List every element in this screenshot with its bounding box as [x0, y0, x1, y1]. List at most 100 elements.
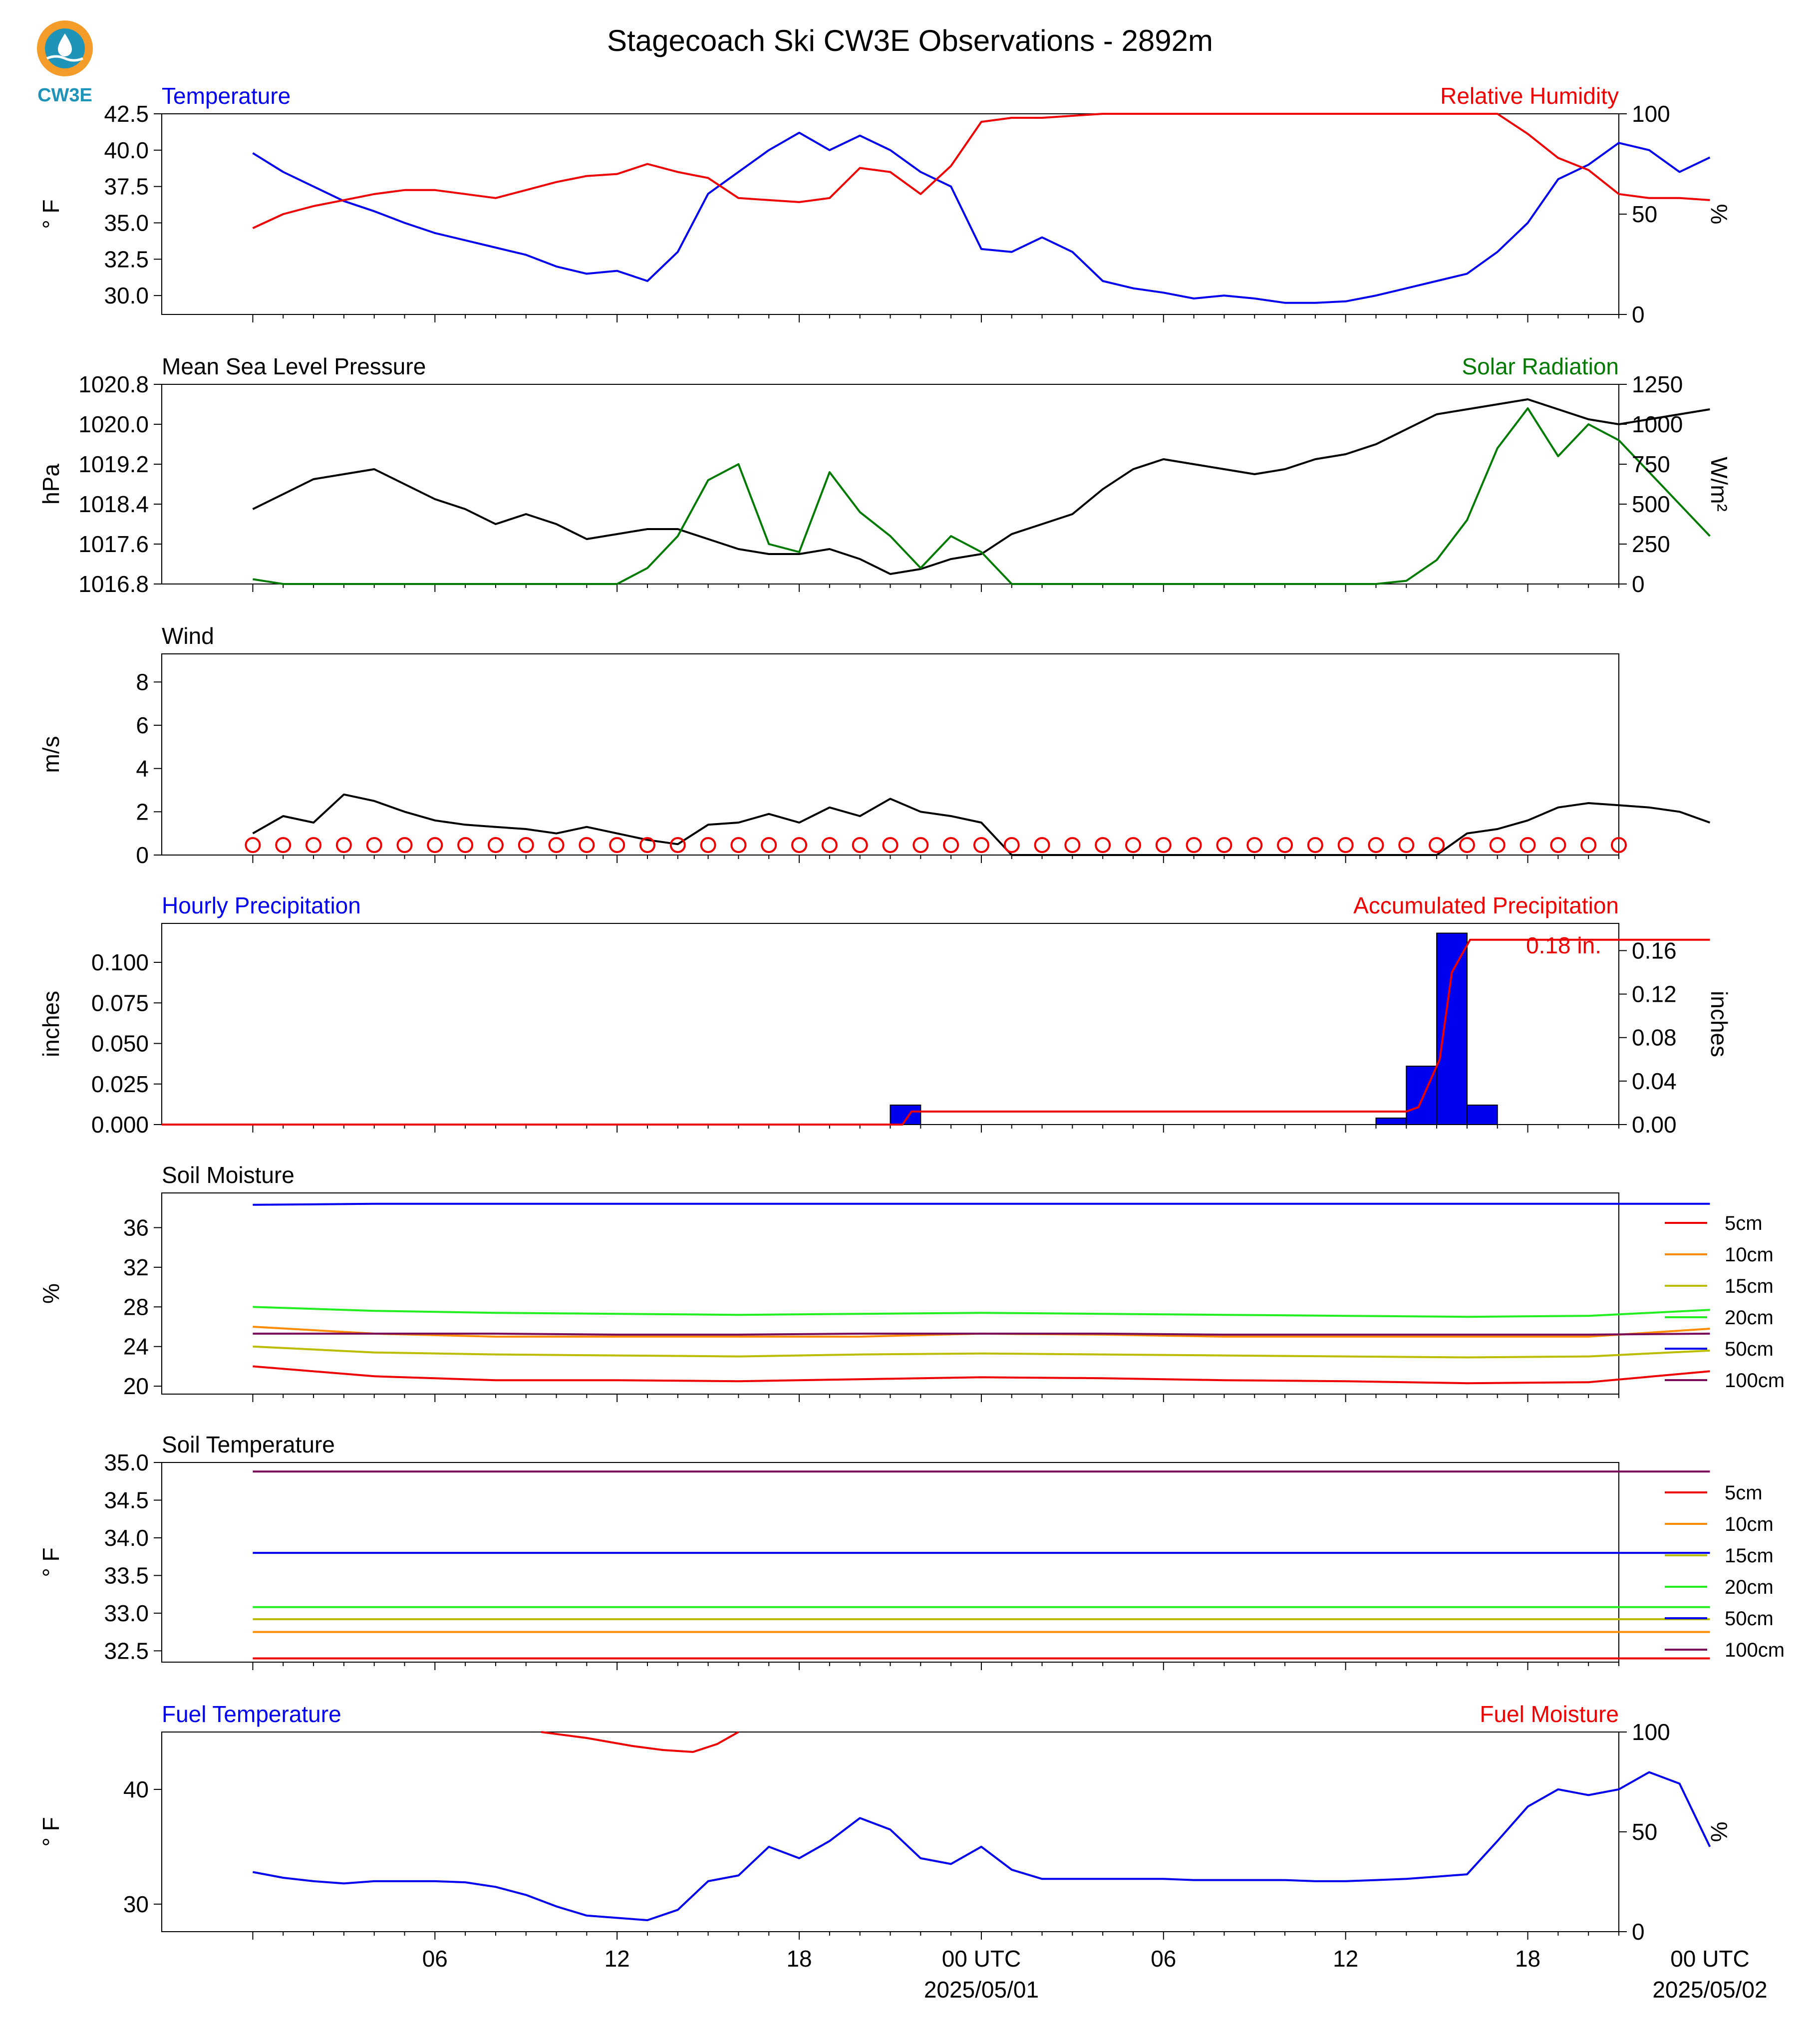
x-tick-label: 00 UTC — [942, 1946, 1021, 1972]
logo-text: CW3E — [37, 85, 92, 105]
panel-pressure_solar — [154, 384, 1711, 592]
series-line-20cm — [253, 1306, 1710, 1318]
logo-drop-icon — [58, 33, 72, 56]
wind-barb — [700, 837, 716, 853]
y-tick-label: 2 — [136, 799, 149, 825]
y2-tick-label: 0 — [1632, 571, 1645, 597]
wind-barb — [305, 837, 322, 853]
y-tick-label: 0.100 — [91, 949, 149, 975]
y2-tick-label: 0.00 — [1632, 1112, 1677, 1138]
cw3e-logo: CW3E — [37, 20, 93, 105]
y-tick-label: 28 — [123, 1294, 149, 1320]
legend-label-15cm: 15cm — [1725, 1545, 1774, 1567]
series-line — [253, 1771, 1711, 1921]
y2-tick-label: 0 — [1632, 301, 1645, 327]
y-axis-label: hPa — [38, 464, 64, 505]
wind-barb — [1337, 837, 1354, 853]
series-line — [252, 398, 1710, 575]
axes-frame — [161, 653, 1619, 856]
legend-label-10cm: 10cm — [1725, 1244, 1774, 1266]
y2-tick-label: 0.08 — [1632, 1025, 1677, 1051]
y2-axis-label: % — [1706, 1822, 1732, 1842]
panel-title-left: Mean Sea Level Pressure — [162, 353, 426, 379]
panel-precip — [154, 923, 1710, 1133]
y-axis-label: ° F — [38, 1547, 64, 1577]
y2-tick-label: 250 — [1632, 531, 1670, 557]
wind-barb — [1155, 837, 1172, 853]
series-line — [252, 793, 1711, 856]
wind-barb — [245, 837, 261, 853]
wind-barb — [1459, 837, 1475, 853]
series-line — [253, 407, 1711, 585]
wind-barb — [882, 837, 899, 853]
y-axis-label: % — [38, 1283, 64, 1304]
wind-barb — [852, 837, 868, 853]
y2-tick-label: 1000 — [1632, 411, 1683, 437]
y-axis-label: ° F — [38, 1817, 64, 1846]
y-tick-label: 30.0 — [104, 283, 149, 308]
series-line-50cm — [253, 1202, 1710, 1206]
panel-title-left: Temperature — [162, 83, 291, 109]
y-tick-label: 32.5 — [104, 1638, 149, 1664]
y-tick-label: 35.0 — [104, 210, 149, 236]
wind-barb — [1034, 837, 1050, 853]
legend-label-50cm: 50cm — [1725, 1608, 1774, 1630]
y2-tick-label: 1250 — [1632, 371, 1683, 397]
legend-label-5cm: 5cm — [1725, 1212, 1763, 1234]
wind-barb — [275, 837, 292, 853]
axes-frame — [161, 384, 1619, 584]
panel-title-right: Relative Humidity — [1440, 83, 1619, 109]
y-tick-label: 40.0 — [104, 137, 149, 163]
y-axis-label: inches — [38, 991, 64, 1057]
wind-barb — [791, 837, 808, 853]
series-line — [252, 113, 1710, 229]
wind-barb — [1186, 837, 1202, 853]
wind-barb — [1064, 837, 1081, 853]
y-tick-label: 1017.6 — [78, 531, 149, 557]
y-tick-label: 24 — [123, 1334, 149, 1360]
wind-barb — [1125, 837, 1141, 853]
panel-wind — [154, 653, 1711, 863]
y2-axis-label: % — [1706, 204, 1732, 225]
axes-frame — [161, 923, 1619, 1125]
y2-tick-label: 100 — [1632, 1719, 1670, 1745]
wind-barb — [821, 837, 838, 853]
wind-barb — [943, 837, 959, 853]
y-tick-label: 1020.0 — [78, 411, 149, 437]
panel-title-left: Soil Temperature — [162, 1432, 335, 1457]
wind-barb — [1519, 837, 1536, 853]
y2-tick-label: 0.16 — [1632, 937, 1677, 963]
panel-fuel — [154, 1731, 1711, 1940]
y-tick-label: 37.5 — [104, 174, 149, 200]
wind-barb — [335, 837, 352, 853]
y2-axis-label: inches — [1706, 991, 1732, 1057]
y2-tick-label: 0 — [1632, 1919, 1645, 1945]
wind-barb — [669, 837, 686, 853]
x-tick-label: 18 — [1515, 1946, 1540, 1972]
panel-soil_temp — [154, 1462, 1710, 1670]
y2-axis-label: W/m² — [1706, 457, 1732, 512]
wind-barb — [973, 837, 989, 853]
panel-title-right: Solar Radiation — [1462, 353, 1619, 379]
legend-label-15cm: 15cm — [1725, 1275, 1774, 1297]
wind-barb — [1489, 837, 1506, 853]
wind-barb — [609, 837, 625, 853]
y-tick-label: 0.025 — [91, 1071, 149, 1097]
y-tick-label: 1020.8 — [78, 371, 149, 397]
x-tick-label: 06 — [1151, 1946, 1176, 1972]
y2-tick-label: 50 — [1632, 1819, 1657, 1845]
y-tick-label: 0.075 — [91, 990, 149, 1016]
legend-label-50cm: 50cm — [1725, 1338, 1774, 1360]
wind-barb — [1398, 837, 1415, 853]
precip-bar — [1375, 1118, 1407, 1125]
y2-tick-label: 500 — [1632, 491, 1670, 517]
series-line-100cm — [253, 1332, 1710, 1336]
panel-title-left: Wind — [162, 623, 214, 649]
precip-bar — [1436, 932, 1468, 1125]
x-date-label: 2025/05/02 — [1652, 1977, 1767, 2003]
wind-barb — [487, 837, 504, 853]
y-tick-label: 1019.2 — [78, 451, 149, 477]
y2-tick-label: 100 — [1632, 101, 1670, 127]
wind-barb — [639, 837, 655, 853]
wind-barb — [518, 837, 534, 853]
